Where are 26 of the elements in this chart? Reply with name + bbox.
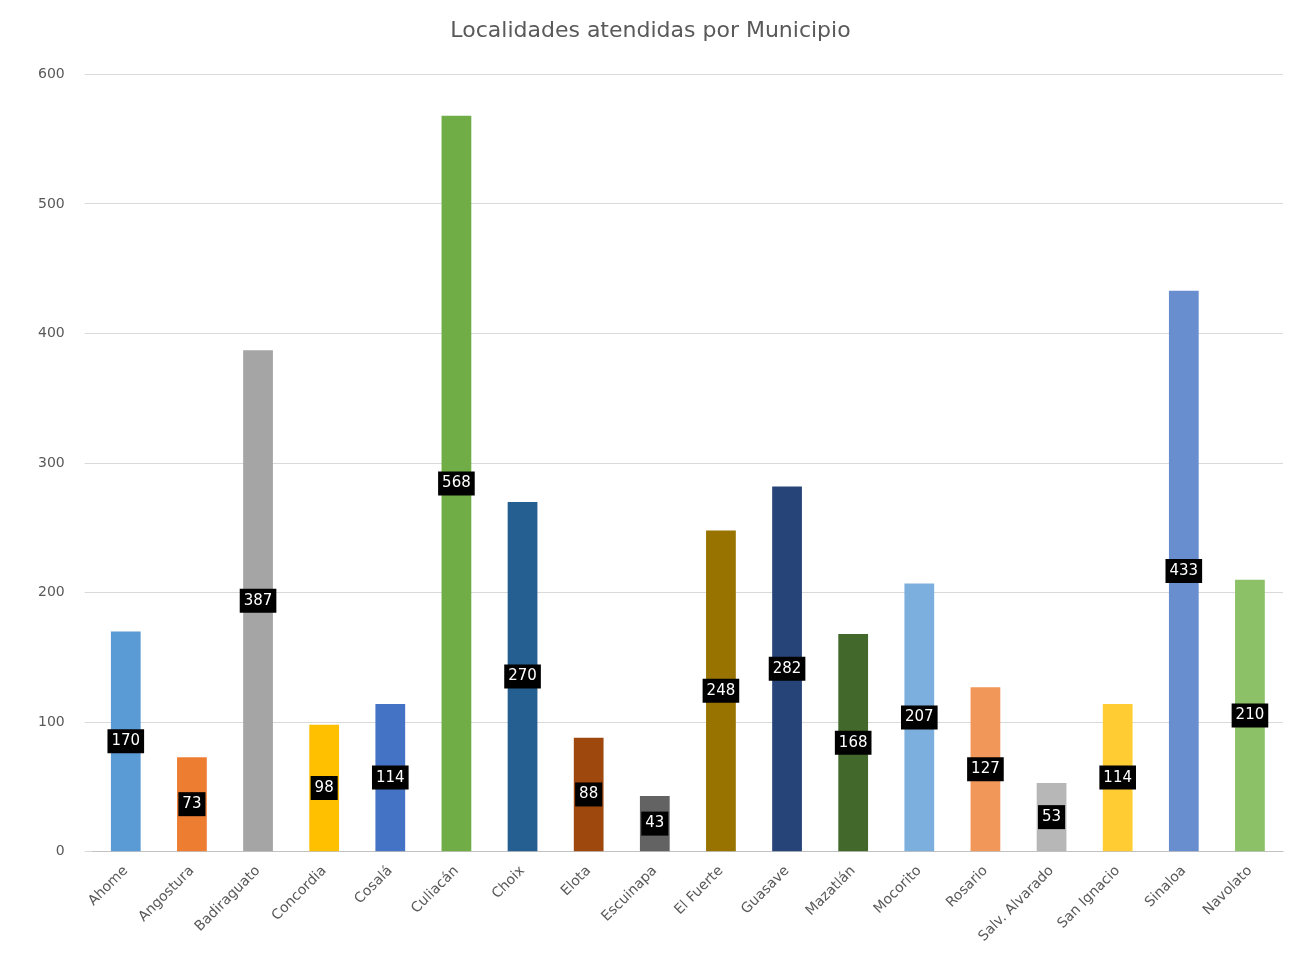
data-label: 43 xyxy=(645,813,665,832)
y-tick-label: 0 xyxy=(55,842,65,859)
y-tick-label: 200 xyxy=(37,583,65,600)
data-label: 387 xyxy=(243,590,273,609)
data-label: 127 xyxy=(971,759,1000,778)
data-label: 270 xyxy=(508,666,537,685)
data-label: 170 xyxy=(111,731,141,750)
data-label: 248 xyxy=(706,680,736,699)
data-label: 114 xyxy=(375,767,405,786)
data-label: 114 xyxy=(1103,767,1132,786)
chart-title: Localidades atendidas por Municipio xyxy=(450,16,851,42)
y-tick-label: 600 xyxy=(37,65,65,82)
data-label: 168 xyxy=(838,732,868,751)
data-label: 282 xyxy=(772,658,802,677)
y-tick-label: 400 xyxy=(37,324,65,341)
y-tick-label: 300 xyxy=(37,453,65,470)
data-label: 98 xyxy=(314,777,334,796)
data-label: 210 xyxy=(1235,705,1265,724)
data-label: 568 xyxy=(442,473,471,492)
data-label: 433 xyxy=(1169,560,1199,579)
data-label: 88 xyxy=(579,784,599,803)
y-tick-label: 500 xyxy=(37,194,65,211)
data-label: 73 xyxy=(182,794,202,813)
y-tick-label: 100 xyxy=(37,712,65,729)
data-label: 53 xyxy=(1042,807,1062,826)
data-label: 207 xyxy=(904,707,934,726)
